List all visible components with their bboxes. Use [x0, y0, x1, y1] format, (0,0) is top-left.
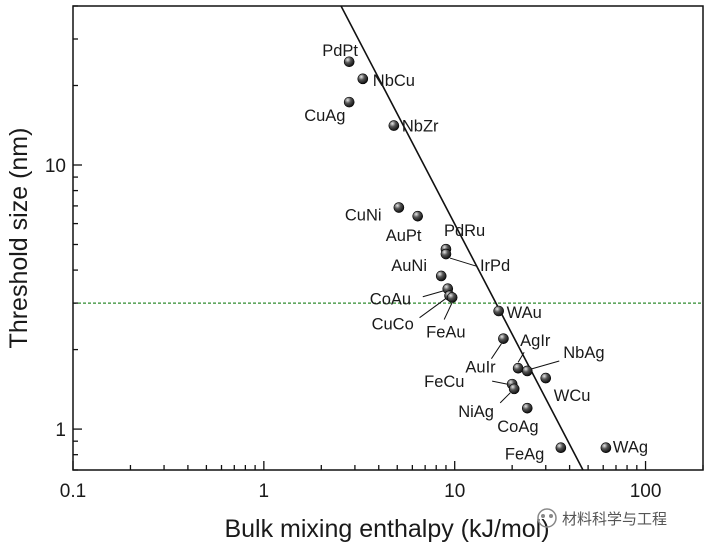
marker-auni — [435, 270, 447, 282]
label-auir: AuIr — [465, 359, 496, 377]
label-feau: FeAu — [426, 323, 465, 341]
leader-feau — [443, 302, 453, 320]
x-axis-title: Bulk mixing enthalpy (kJ/mol) — [224, 515, 549, 543]
marker-nbcu — [357, 73, 369, 85]
label-pdru: PdRu — [444, 222, 485, 240]
leader-niag — [499, 392, 511, 404]
label-irpd: IrPd — [480, 257, 510, 275]
label-feag: FeAg — [505, 446, 544, 464]
x-tick-label: 0.1 — [60, 481, 86, 502]
marker-niag — [508, 383, 520, 395]
label-nbag: NbAg — [563, 344, 604, 362]
marker-feau — [446, 292, 458, 303]
label-nbzr: NbZr — [402, 118, 439, 136]
label-aupt: AuPt — [386, 227, 422, 245]
label-nbcu: NbCu — [373, 72, 415, 90]
marker-auir — [498, 333, 509, 344]
leader-nbag — [531, 360, 560, 370]
leader-irpd — [449, 257, 477, 267]
leader-fecu — [492, 380, 508, 385]
leader-agir — [517, 351, 525, 363]
y-axis-title: Threshold size (nm) — [5, 128, 33, 349]
y-tick-label: 10 — [45, 156, 66, 177]
label-coau: CoAu — [370, 291, 411, 309]
marker-cuag — [343, 96, 355, 108]
label-wau: WAu — [507, 304, 542, 322]
label-auni: AuNi — [391, 257, 427, 275]
marker-agir — [512, 362, 524, 374]
label-pdpt: PdPt — [322, 42, 358, 60]
leader-cuco — [419, 298, 446, 319]
marker-nbag — [521, 365, 533, 377]
watermark-text: 材料科学与工程 — [562, 511, 667, 528]
leader-coau — [422, 290, 444, 298]
marker-pdpt — [343, 56, 355, 68]
plot-frame — [72, 5, 704, 471]
marker-wag — [600, 442, 612, 454]
watermark: 材料科学与工程 — [537, 508, 667, 528]
marker-feag — [555, 442, 567, 454]
y-tick-label: 1 — [55, 420, 66, 441]
marker-coag — [521, 402, 533, 414]
label-agir: AgIr — [520, 332, 551, 350]
marker-wau — [493, 305, 504, 317]
marker-irpd — [440, 248, 452, 260]
label-cuni: CuNi — [345, 207, 382, 225]
x-tick-label: 10 — [444, 481, 465, 502]
label-cuco: CuCo — [372, 316, 414, 334]
label-wcu: WCu — [554, 387, 591, 405]
marker-wcu — [540, 372, 552, 384]
label-fecu: FeCu — [424, 373, 464, 391]
label-wag: WAg — [613, 439, 648, 457]
fit-line — [340, 6, 584, 470]
x-tick-label: 100 — [630, 481, 662, 502]
label-coag: CoAg — [497, 418, 538, 436]
label-cuag: CuAg — [304, 107, 345, 125]
marker-nbzr — [388, 120, 400, 131]
marker-aupt — [412, 210, 424, 222]
leader-auir — [491, 343, 502, 359]
x-tick-label: 1 — [259, 481, 270, 502]
marker-cuni — [393, 202, 405, 213]
label-niag: NiAg — [458, 403, 494, 421]
